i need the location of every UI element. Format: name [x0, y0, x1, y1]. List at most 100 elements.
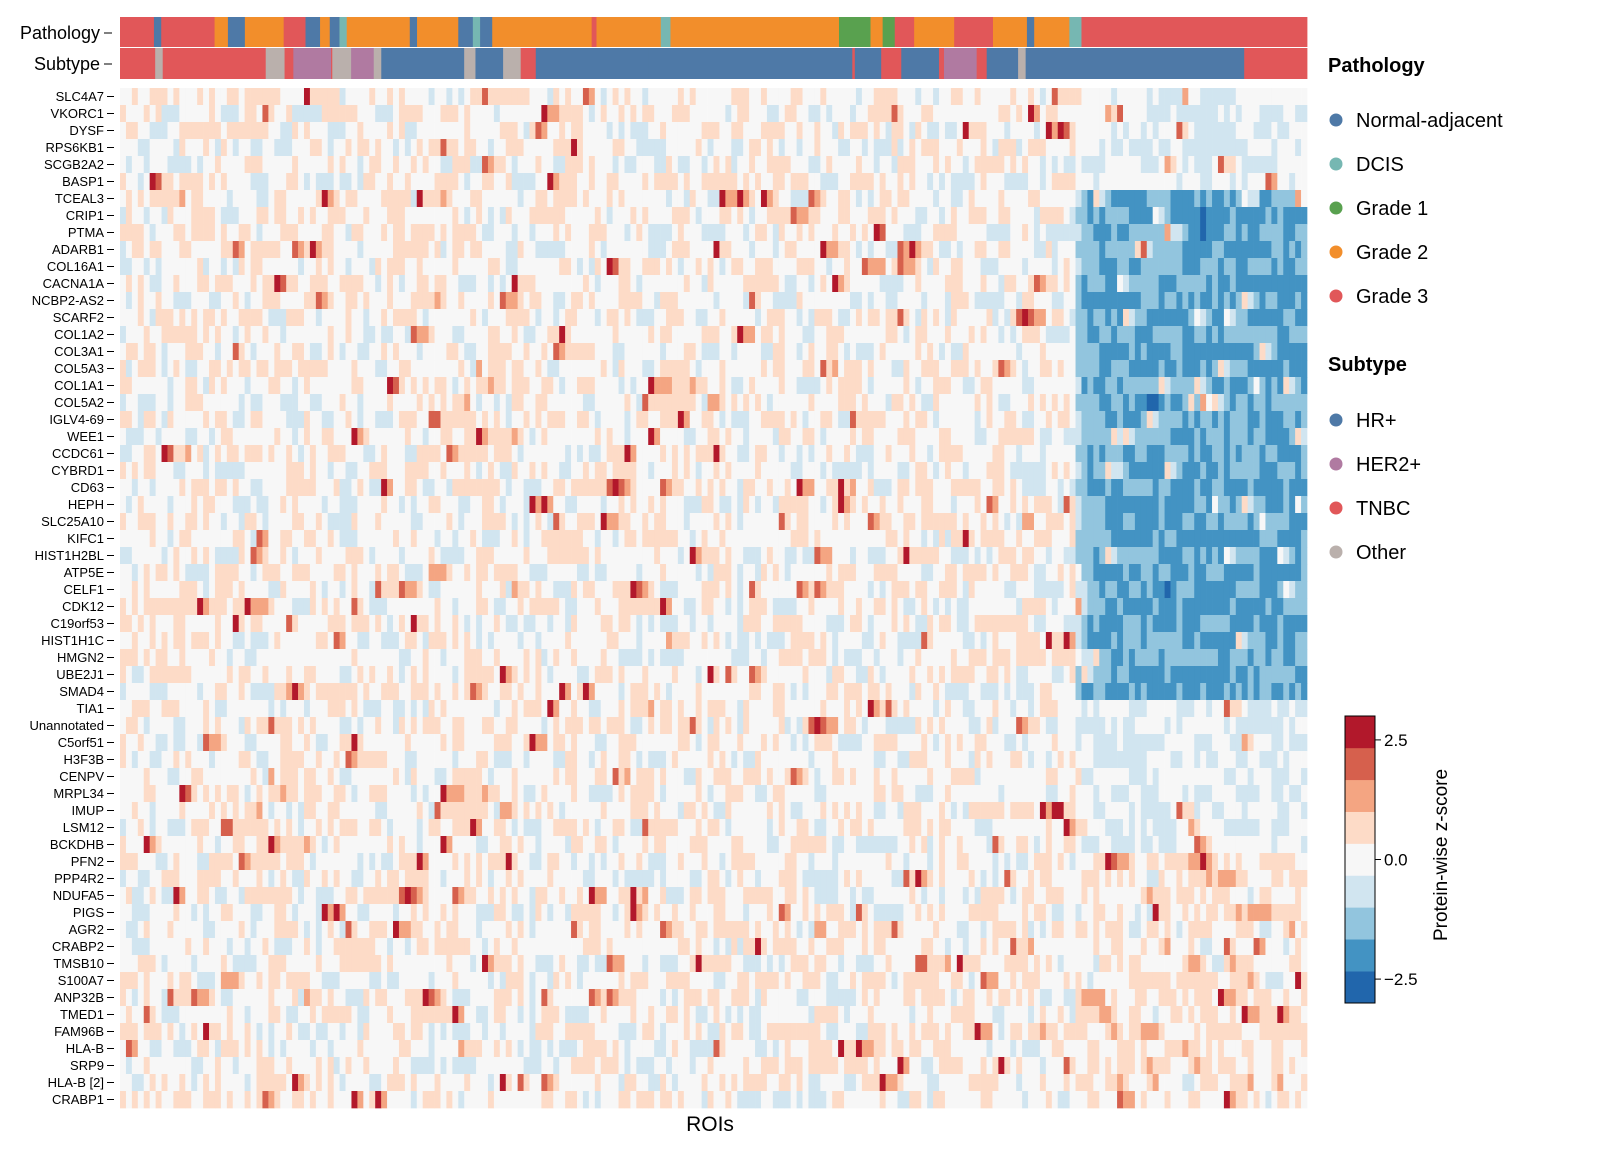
heatmap-cell [962, 190, 970, 208]
heatmap-cell [505, 377, 513, 395]
heatmap-cell [743, 377, 750, 395]
heatmap-cell [1045, 207, 1053, 225]
heatmap-cell [594, 360, 602, 378]
heatmap-cell [1170, 224, 1177, 242]
heatmap-cell [1206, 326, 1213, 344]
heatmap-cell [321, 190, 329, 208]
heatmap-cell [660, 428, 667, 446]
heatmap-cell [155, 241, 162, 259]
heatmap-cell [1105, 224, 1112, 242]
heatmap-cell [131, 224, 139, 242]
heatmap-cell [915, 190, 922, 208]
heatmap-cell [434, 275, 441, 293]
heatmap-cell [844, 88, 851, 106]
heatmap-cell [1081, 241, 1088, 259]
heatmap-cell [120, 105, 127, 123]
heatmap-cell [131, 309, 139, 327]
heatmap-cell [1093, 394, 1100, 412]
heatmap-cell [861, 173, 869, 191]
heatmap-cell [333, 411, 340, 429]
heatmap-cell [725, 377, 732, 395]
heatmap-cell [1253, 156, 1260, 174]
heatmap-cell [826, 428, 833, 446]
heatmap-cell [345, 411, 352, 429]
heatmap-cell [731, 377, 738, 395]
heatmap-cell [131, 275, 139, 293]
heatmap-cell [790, 122, 797, 140]
heatmap-cell [968, 428, 975, 446]
heatmap-cell [998, 275, 1005, 293]
heatmap-cell [790, 275, 797, 293]
heatmap-cell [749, 343, 756, 361]
heatmap-cell [410, 122, 418, 140]
heatmap-cell [1182, 428, 1189, 446]
heatmap-cell [559, 88, 566, 106]
heatmap-cell [873, 462, 881, 480]
heatmap-cell [315, 377, 323, 395]
heatmap-cell [944, 360, 952, 378]
heatmap-cell [404, 292, 412, 310]
heatmap-cell [1265, 156, 1272, 174]
heatmap-cell [541, 360, 548, 378]
heatmap-cell [333, 326, 340, 344]
heatmap-cell [363, 360, 370, 378]
heatmap-cell [576, 105, 584, 123]
heatmap-cell [796, 343, 803, 361]
pathology-segment-30 [1026, 17, 1035, 47]
heatmap-cell [333, 156, 340, 174]
heatmap-cell [867, 292, 875, 310]
heatmap-cell [292, 173, 299, 191]
heatmap-cell [1223, 479, 1231, 497]
heatmap-cell [956, 173, 964, 191]
heatmap-cell [1283, 326, 1290, 344]
heatmap-cell [375, 88, 382, 106]
heatmap-cell [944, 173, 952, 191]
heatmap-cell [855, 377, 863, 395]
heatmap-cell [482, 445, 489, 463]
heatmap-cell [476, 88, 483, 106]
heatmap-cell [796, 122, 803, 140]
subtype-segment-23 [976, 48, 988, 79]
heatmap-cell [689, 122, 697, 140]
heatmap-cell [220, 479, 228, 497]
heatmap-cell [1182, 394, 1189, 412]
heatmap-cell [440, 479, 447, 497]
heatmap-cell [410, 326, 418, 344]
heatmap-cell [232, 394, 240, 412]
heatmap-cell [553, 462, 560, 480]
heatmap-cell [523, 360, 530, 378]
heatmap-cell [149, 224, 156, 242]
heatmap-cell [1045, 462, 1053, 480]
heatmap-cell [772, 292, 780, 310]
heatmap-cell [404, 258, 412, 276]
heatmap-cell [541, 394, 548, 412]
heatmap-cell [1200, 394, 1207, 412]
heatmap-cell [707, 88, 714, 106]
heatmap-cell [1164, 224, 1171, 242]
heatmap-cell [689, 377, 697, 395]
heatmap-cell [594, 173, 602, 191]
heatmap-cell [1128, 377, 1136, 395]
heatmap-cell [571, 173, 578, 191]
heatmap-cell [232, 428, 240, 446]
heatmap-cell [1033, 428, 1041, 446]
heatmap-cell [1033, 88, 1041, 106]
heatmap-cell [909, 428, 916, 446]
heatmap-cell [582, 445, 590, 463]
heatmap-cell [838, 139, 845, 157]
heatmap-cell [541, 428, 548, 446]
heatmap-cell [950, 377, 958, 395]
heatmap-cell [660, 411, 667, 429]
heatmap-cell [1075, 428, 1082, 446]
heatmap-cell [778, 326, 786, 344]
heatmap-cell [1045, 156, 1053, 174]
heatmap-cell [1170, 377, 1177, 395]
heatmap-cell [648, 88, 655, 106]
heatmap-cell [660, 445, 667, 463]
heatmap-cell [470, 207, 477, 225]
heatmap-cell [1140, 462, 1148, 480]
heatmap-cell [321, 411, 329, 429]
heatmap-cell [1277, 173, 1284, 191]
heatmap-cell [980, 292, 987, 310]
heatmap-cell [250, 122, 257, 140]
